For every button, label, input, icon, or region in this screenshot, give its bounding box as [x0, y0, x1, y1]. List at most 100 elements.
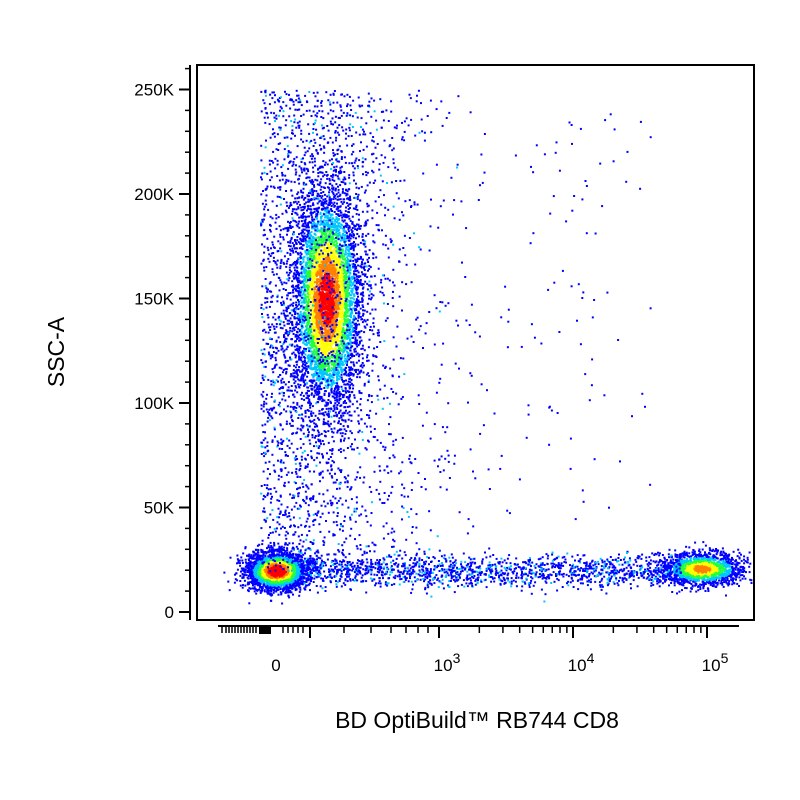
- event-point: [682, 578, 685, 581]
- event-point: [312, 566, 315, 569]
- event-point: [305, 581, 308, 583]
- event-point: [275, 583, 278, 586]
- event-point: [269, 574, 272, 577]
- event-point: [274, 562, 277, 565]
- event-point: [261, 549, 264, 552]
- event-point: [703, 576, 706, 579]
- event-point: [292, 593, 294, 596]
- event-point: [276, 567, 279, 570]
- event-point: [295, 554, 298, 557]
- event-point: [294, 561, 297, 564]
- event-point: [707, 563, 709, 566]
- event-point: [730, 574, 733, 577]
- event-point: [265, 569, 268, 572]
- event-point: [749, 578, 752, 581]
- event-point: [285, 591, 287, 594]
- event-point: [298, 555, 301, 558]
- event-point: [699, 551, 702, 554]
- event-point: [700, 584, 703, 586]
- event-point: [731, 562, 734, 564]
- event-point: [268, 557, 271, 560]
- event-point: [282, 581, 285, 584]
- event-point: [725, 573, 728, 576]
- event-point: [685, 574, 688, 577]
- event-point: [236, 579, 239, 582]
- event-point: [260, 548, 263, 551]
- event-point: [298, 582, 301, 585]
- event-point: [706, 587, 709, 590]
- event-point: [725, 580, 728, 583]
- event-point: [738, 562, 741, 565]
- event-point: [686, 555, 689, 557]
- event-point: [308, 557, 311, 560]
- event-point: [707, 566, 710, 569]
- event-point: [662, 570, 665, 573]
- event-point: [291, 585, 294, 588]
- event-point: [247, 563, 250, 566]
- event-point: [259, 564, 262, 567]
- event-point: [262, 570, 265, 573]
- event-point: [287, 581, 290, 584]
- event-point: [671, 591, 674, 593]
- event-point: [704, 559, 707, 562]
- event-point: [302, 553, 305, 556]
- event-point: [689, 574, 692, 577]
- event-point: [277, 553, 280, 556]
- event-point: [292, 578, 295, 581]
- event-point: [246, 571, 249, 573]
- event-point: [296, 579, 299, 582]
- event-point: [697, 575, 700, 577]
- event-point: [702, 580, 705, 583]
- event-point: [682, 566, 685, 568]
- event-point: [259, 561, 262, 564]
- event-point: [270, 590, 273, 593]
- event-point: [295, 578, 298, 581]
- event-point: [280, 555, 283, 558]
- event-point: [281, 583, 284, 586]
- event-point: [719, 552, 722, 555]
- event-point: [294, 575, 297, 578]
- event-point: [740, 565, 742, 568]
- event-point: [267, 569, 270, 572]
- event-point: [680, 575, 683, 578]
- event-point: [720, 550, 723, 553]
- event-point: [699, 586, 702, 589]
- event-point: [730, 563, 733, 565]
- event-point: [682, 584, 685, 587]
- event-point: [282, 569, 285, 572]
- event-point: [721, 567, 724, 570]
- event-point: [728, 568, 731, 571]
- event-point: [725, 565, 728, 568]
- event-point: [674, 575, 677, 578]
- event-point: [287, 553, 290, 556]
- event-point: [268, 565, 271, 568]
- event-point: [240, 567, 243, 570]
- event-point: [695, 561, 697, 564]
- event-point: [718, 563, 721, 566]
- event-point: [274, 558, 277, 561]
- event-point: [680, 566, 683, 569]
- event-point: [729, 573, 732, 576]
- event-point: [727, 570, 730, 573]
- event-point: [246, 583, 249, 586]
- event-point: [740, 553, 742, 556]
- event-point: [697, 584, 700, 587]
- event-point: [682, 564, 685, 567]
- event-point: [309, 568, 312, 571]
- event-point: [691, 576, 694, 579]
- event-point: [684, 578, 687, 581]
- event-point: [708, 556, 711, 559]
- event-point: [292, 569, 295, 572]
- event-point: [750, 579, 753, 582]
- event-point: [691, 572, 694, 575]
- event-point: [265, 573, 268, 576]
- event-point: [284, 579, 287, 582]
- event-point: [281, 574, 284, 577]
- event-point: [266, 591, 269, 593]
- event-point: [669, 571, 671, 574]
- event-point: [263, 572, 266, 575]
- event-point: [688, 571, 691, 574]
- event-point: [309, 572, 312, 575]
- event-point: [714, 578, 717, 581]
- event-point: [257, 548, 260, 551]
